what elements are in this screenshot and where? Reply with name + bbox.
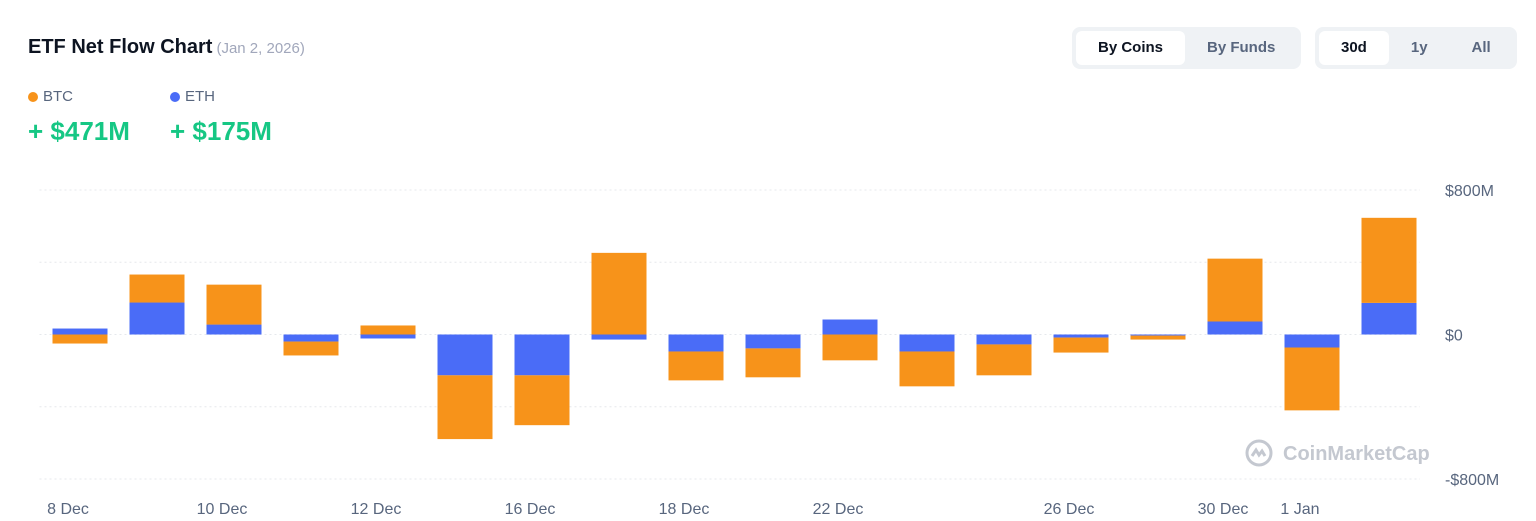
bar-segment (668, 334, 724, 352)
x-tick-label: 26 Dec (1044, 501, 1095, 518)
bar-segment (206, 284, 262, 325)
legend-label: ETH (185, 88, 215, 105)
bar-segment (283, 341, 339, 356)
toggle-button[interactable]: 1y (1410, 39, 1428, 56)
bar-segment (745, 348, 801, 378)
bar-segment (1130, 334, 1186, 336)
bar-segment (1284, 334, 1340, 348)
bar-segment (1207, 321, 1263, 335)
bar-segment (437, 375, 493, 440)
bar-segment (745, 334, 801, 349)
bar-segment (360, 325, 416, 335)
toggle-button[interactable]: All (1471, 39, 1491, 56)
bar-segment (976, 334, 1032, 345)
x-tick-label: 18 Dec (659, 501, 710, 518)
bar-segment (822, 319, 878, 335)
y-tick-label: $800M (1445, 183, 1494, 200)
bar-segment (52, 328, 108, 335)
toggle-button[interactable]: 30d (1319, 31, 1389, 65)
range-toggle: 30d 1y All (1315, 27, 1517, 69)
bar-segment (514, 375, 570, 426)
bar-segment (668, 351, 724, 381)
bar-segment (899, 351, 955, 387)
view-toggle: By Coins By Funds (1072, 27, 1302, 69)
bar-segment (899, 334, 955, 352)
bar-segment (1284, 347, 1340, 411)
summary-value: + $471M (28, 116, 130, 146)
y-tick-label: $0 (1445, 328, 1463, 345)
bar-segment (129, 302, 185, 335)
bar-segment (976, 344, 1032, 376)
legend-item: ETH (170, 88, 215, 105)
bar-segment (129, 274, 185, 303)
title: ETF Net Flow Chart (28, 36, 213, 58)
bar-segment (1053, 334, 1109, 338)
bar-segment (822, 334, 878, 361)
x-tick-label: 10 Dec (197, 501, 248, 518)
legend-dot (170, 91, 180, 102)
toggle-button[interactable]: By Coins (1076, 31, 1186, 65)
bar-segment (437, 334, 493, 376)
legend-label: BTC (43, 88, 73, 105)
y-tick-label: -$800M (1445, 472, 1499, 489)
bar-segment (206, 324, 262, 335)
bar-segment (1053, 337, 1109, 353)
toggle-button[interactable]: By Funds (1207, 39, 1276, 56)
summary-value: + $175M (170, 116, 272, 146)
bar-segment (1207, 258, 1263, 322)
watermark: CoinMarketCap (1283, 443, 1430, 465)
title-row: ETF Net Flow Chart (Jan 2, 2026) (28, 36, 305, 59)
bar-segment (283, 334, 339, 342)
bar-segment (591, 334, 647, 340)
legend-item: BTC (28, 88, 73, 105)
x-tick-label: 1 Jan (1280, 501, 1319, 518)
bar-segment (591, 252, 647, 335)
x-tick-label: 12 Dec (351, 501, 402, 518)
bar-segment (52, 334, 108, 344)
date: (Jan 2, 2026) (216, 40, 305, 57)
bar-segment (1361, 217, 1417, 303)
x-tick-label: 22 Dec (813, 501, 864, 518)
bar-segment (360, 334, 416, 339)
bar-segment (1361, 302, 1417, 335)
x-tick-label: 8 Dec (47, 501, 89, 518)
bar-segment (1130, 335, 1186, 340)
legend-dot (28, 91, 38, 102)
x-tick-label: 30 Dec (1198, 501, 1249, 518)
watermark-logo (1245, 439, 1273, 467)
x-tick-label: 16 Dec (505, 501, 556, 518)
bar-segment (514, 334, 570, 376)
